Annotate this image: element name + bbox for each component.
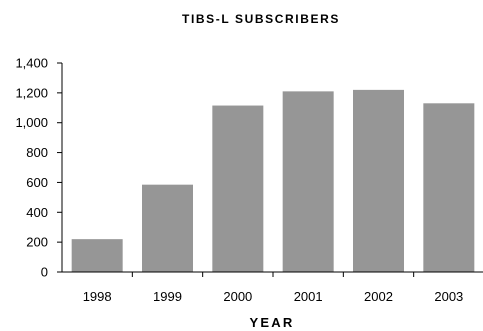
bar-2002 — [353, 89, 404, 272]
y-tick-label: 1,200 — [15, 85, 48, 100]
bars — [71, 89, 475, 273]
y-tick-label: 1,400 — [15, 56, 48, 71]
bar-2003 — [423, 103, 475, 272]
x-tick-label: 2003 — [434, 289, 463, 304]
x-tick-label: 2001 — [294, 289, 323, 304]
bar-2001 — [282, 91, 334, 272]
y-tick-label: 400 — [26, 205, 48, 220]
y-tick-label: 0 — [41, 265, 48, 280]
bar-2000 — [212, 105, 264, 273]
x-tick-label: 1998 — [83, 289, 112, 304]
y-tick-label: 600 — [26, 175, 48, 190]
x-tick-label: 2000 — [223, 289, 252, 304]
x-axis-ticks: 1998 1999 2000 2001 2002 2003 — [83, 272, 463, 304]
y-tick-label: 1,000 — [15, 115, 48, 130]
x-axis-title: YEAR — [250, 315, 295, 330]
chart-title: TIBS-L SUBSCRIBERS — [182, 12, 340, 26]
y-tick-label: 200 — [26, 235, 48, 250]
x-tick-label: 2002 — [364, 289, 393, 304]
x-tick-label: 1999 — [153, 289, 182, 304]
y-axis-ticks: 0 200 400 600 800 1,000 1,200 1,400 — [15, 56, 62, 280]
bar-1999 — [142, 184, 193, 272]
bar-1998 — [71, 239, 123, 272]
y-tick-label: 800 — [26, 145, 48, 160]
